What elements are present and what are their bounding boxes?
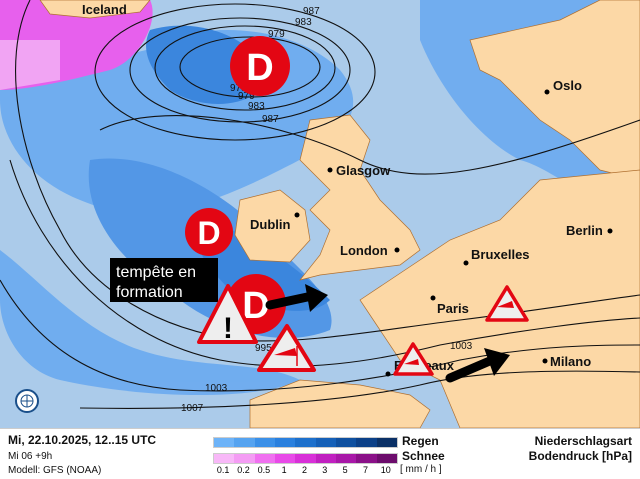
rain-color-swatch: [376, 438, 397, 447]
isobar-label: 1007: [181, 403, 204, 414]
rain-color-swatch: [214, 438, 235, 447]
city-oslo: Oslo: [553, 78, 582, 93]
snow-color-swatch: [295, 454, 316, 463]
wind-direction-arrow-icon: [265, 284, 328, 312]
city-london: London: [340, 243, 388, 258]
svg-text:D: D: [197, 215, 220, 251]
isobar-label: 1003: [205, 383, 228, 394]
snow-color-swatch: [356, 454, 377, 463]
isobar-label: 995: [255, 343, 272, 354]
scale-label: 0.1: [216, 465, 230, 475]
svg-text:formation: formation: [116, 284, 183, 301]
scale-label: 2: [301, 465, 307, 475]
scale-label: 0.2: [237, 465, 250, 475]
isobar-label: 983: [295, 17, 312, 28]
svg-text:tempête en: tempête en: [116, 264, 196, 281]
label-iceland: Iceland: [82, 2, 127, 17]
rain-color-swatch: [335, 438, 357, 447]
city-berlin: Berlin: [566, 223, 603, 238]
model-run: Mi 06 +9h: [8, 451, 53, 462]
city-dublin: Dublin: [250, 217, 290, 232]
wind-warning-icon: [393, 342, 434, 376]
isobar-label: 987: [303, 6, 320, 17]
rain-color-scale: [213, 437, 398, 448]
snow-color-swatch: [376, 454, 397, 463]
snow-color-swatch: [234, 454, 255, 463]
city-glasgow: Glasgow: [336, 163, 391, 178]
warning-exclamation-icon: !: [197, 284, 258, 345]
snow-color-swatch: [254, 454, 275, 463]
rain-color-swatch: [274, 438, 296, 447]
snow-color-swatch: [274, 454, 296, 463]
rain-color-swatch: [295, 438, 316, 447]
unit-label: [ mm / h ]: [400, 464, 442, 475]
wind-direction-arrow-icon: [445, 348, 510, 383]
scale-label: 10: [380, 465, 391, 475]
low-pressure-icon: D: [185, 208, 233, 256]
isobar-label: 975: [230, 83, 247, 94]
svg-text:!: !: [223, 312, 233, 345]
snow-color-swatch: [214, 454, 235, 463]
snow-color-swatch: [315, 454, 336, 463]
snow-label: Schnee: [402, 449, 445, 463]
legend-title-pressure: Bodendruck [hPa]: [528, 449, 632, 463]
isobar-labels: 987 983 979 975 979 983 987 995 1003 100…: [181, 6, 473, 414]
date-time: Mi, 22.10.2025, 12..15 UTC: [8, 433, 157, 447]
isobar-label: 979: [268, 29, 285, 40]
svg-text:D: D: [246, 47, 273, 89]
rain-color-swatch: [234, 438, 255, 447]
legend-title-type: Niederschlagsart: [534, 434, 632, 448]
snow-color-scale: [213, 453, 398, 464]
isobar-label: 987: [262, 114, 279, 125]
rain-color-swatch: [254, 438, 275, 447]
rain-color-swatch: [356, 438, 377, 447]
isobar-label: 1003: [450, 341, 473, 352]
legend: Mi, 22.10.2025, 12..15 UTC Mi 06 +9h Mod…: [0, 428, 640, 479]
snow-color-swatch: [335, 454, 357, 463]
low-pressure-icon: D: [230, 36, 290, 96]
wind-warning-icon: [485, 285, 529, 322]
city-paris: Paris: [437, 301, 469, 316]
wind-warning-icon: [257, 324, 316, 372]
scale-label: 5: [342, 465, 348, 475]
isobar-label: 983: [248, 101, 265, 112]
rain-label: Regen: [402, 434, 439, 448]
weather-map: 987 983 979 975 979 983 987 995 1003 100…: [0, 0, 640, 428]
isobar-label: 979: [238, 91, 255, 102]
scale-label: 0.5: [257, 465, 271, 475]
scale-label: 7: [362, 465, 368, 475]
storm-annotation: tempête en formation: [110, 258, 218, 302]
city-bruxelles: Bruxelles: [471, 247, 530, 262]
scale-labels: 0.1 0.2 0.5 1 2 3 5 7 10: [213, 465, 396, 475]
scale-label: 3: [322, 465, 328, 475]
model-name: Modell: GFS (NOAA): [8, 465, 102, 476]
rain-color-swatch: [315, 438, 336, 447]
scale-label: 1: [281, 465, 287, 475]
city-milano: Milano: [550, 354, 591, 369]
globe-icon[interactable]: [15, 389, 39, 413]
